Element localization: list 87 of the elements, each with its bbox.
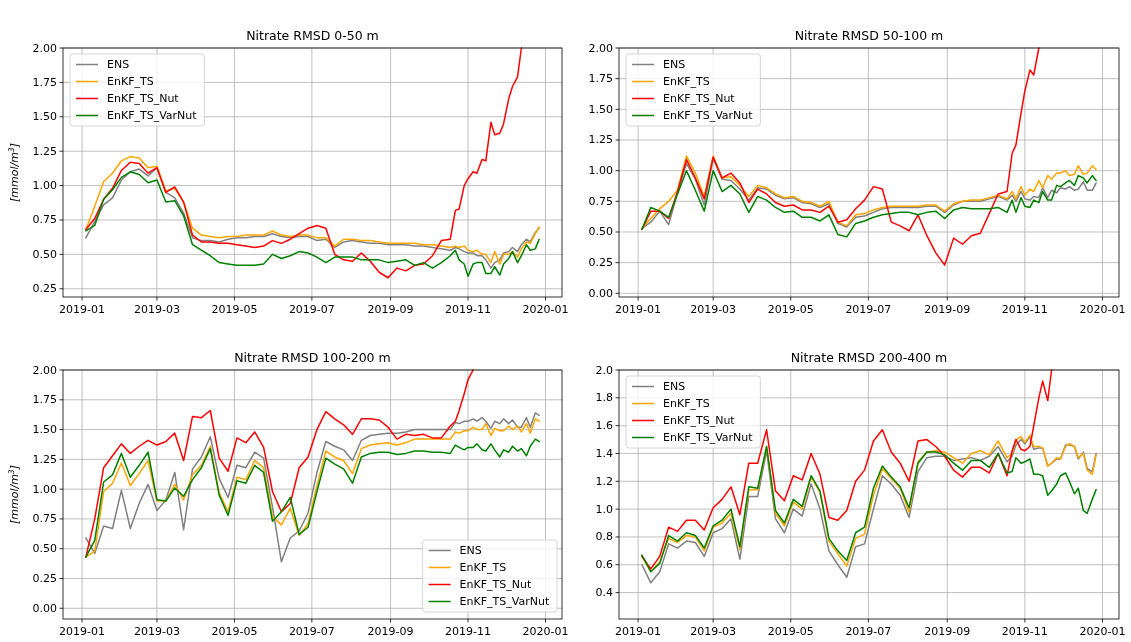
- legend-label: EnKF_TS_Nut: [107, 92, 180, 105]
- x-tick-label: 2019-01: [615, 624, 662, 638]
- x-tick-label: 2020-01: [1079, 302, 1126, 316]
- x-tick-label: 2019-01: [59, 624, 106, 638]
- y-tick-label: 0.75: [32, 512, 57, 526]
- legend-label: ENS: [663, 58, 686, 71]
- y-tick-label: 1.50: [588, 102, 613, 116]
- y-tick-label: 0.50: [32, 247, 57, 261]
- x-tick-label: 2019-11: [445, 302, 492, 316]
- x-tick-label: 2020-01: [1079, 624, 1126, 638]
- x-tick-label: 2020-01: [522, 624, 569, 638]
- legend-label: EnKF_TS_VarNut: [459, 595, 550, 608]
- x-tick-label: 2019-05: [211, 624, 258, 638]
- x-tick-label: 2020-01: [522, 302, 569, 316]
- legend-label: EnKF_TS_Nut: [663, 414, 736, 427]
- chart-title: Nitrate RMSD 0-50 m: [246, 28, 379, 43]
- y-tick-label: 1.00: [32, 482, 57, 496]
- y-tick-label: 0.25: [32, 571, 57, 585]
- x-tick-label: 2019-05: [767, 302, 814, 316]
- y-tick-label: 0.75: [32, 213, 57, 227]
- x-tick-label: 2019-09: [367, 624, 414, 638]
- x-tick-label: 2019-11: [1001, 302, 1048, 316]
- y-tick-label: 1.4: [595, 446, 613, 460]
- legend-label: EnKF_TS: [663, 397, 710, 410]
- x-tick-label: 2019-11: [1001, 624, 1048, 638]
- x-tick-label: 2019-07: [288, 302, 335, 316]
- line-series: [641, 47, 1040, 266]
- y-tick-label: 1.25: [588, 133, 613, 147]
- y-tick-label: 0.25: [32, 282, 57, 296]
- legend-label: ENS: [107, 58, 130, 71]
- x-tick-label: 2019-03: [133, 302, 180, 316]
- y-tick-label: 0.50: [588, 225, 613, 239]
- y-tick-label: 0.6: [595, 558, 613, 572]
- y-tick-label: 1.2: [595, 474, 613, 488]
- legend-label: EnKF_TS: [459, 561, 507, 574]
- y-tick-label: 0.4: [595, 586, 613, 600]
- legend-label: ENS: [663, 380, 686, 393]
- y-tick-label: 0.00: [588, 286, 613, 300]
- x-tick-label: 2019-11: [445, 624, 492, 638]
- x-tick-label: 2019-09: [924, 624, 971, 638]
- x-tick-label: 2019-01: [59, 302, 106, 316]
- y-tick-label: 1.50: [32, 423, 57, 437]
- y-tick-label: 0.8: [595, 530, 613, 544]
- y-tick-label: 1.00: [32, 179, 57, 193]
- line-series: [641, 169, 1097, 238]
- y-tick-label: 1.0: [595, 502, 613, 516]
- legend-label: EnKF_TS: [107, 75, 154, 88]
- legend-label: EnKF_TS_VarNut: [107, 109, 198, 122]
- legend-label: EnKF_TS_Nut: [663, 92, 736, 105]
- x-tick-label: 2019-07: [845, 302, 892, 316]
- y-tick-label: 1.75: [588, 72, 613, 86]
- y-tick-label: 1.25: [32, 144, 57, 158]
- y-tick-label: 1.25: [32, 452, 57, 466]
- y-tick-label: 1.75: [32, 393, 57, 407]
- x-tick-label: 2019-09: [924, 302, 971, 316]
- y-tick-label: 2.0: [595, 363, 613, 377]
- chart-title: Nitrate RMSD 50-100 m: [794, 28, 944, 43]
- y-tick-label: 0.50: [32, 542, 57, 556]
- x-tick-label: 2019-01: [615, 302, 662, 316]
- y-tick-label: 1.00: [588, 164, 613, 178]
- chart-title: Nitrate RMSD 100-200 m: [234, 350, 391, 365]
- x-tick-label: 2019-09: [367, 302, 414, 316]
- y-tick-label: 1.6: [595, 419, 613, 433]
- x-tick-label: 2019-07: [288, 624, 335, 638]
- y-tick-label: 1.50: [32, 110, 57, 124]
- chart-title: Nitrate RMSD 200-400 m: [790, 350, 948, 365]
- y-tick-label: 1.75: [32, 75, 57, 89]
- x-tick-label: 2019-03: [133, 624, 180, 638]
- legend-label: EnKF_TS_VarNut: [663, 109, 754, 122]
- legend-label: EnKF_TS_VarNut: [663, 431, 754, 444]
- y-tick-label: 2.00: [32, 363, 57, 377]
- x-tick-label: 2019-07: [845, 624, 892, 638]
- legend-label: EnKF_TS_Nut: [459, 578, 532, 591]
- x-tick-label: 2019-03: [690, 624, 737, 638]
- line-series: [85, 47, 523, 279]
- y-tick-label: 2.00: [32, 41, 57, 55]
- x-tick-label: 2019-03: [690, 302, 737, 316]
- y-tick-label: 0.75: [588, 194, 613, 208]
- line-series: [641, 369, 1053, 570]
- x-tick-label: 2019-05: [767, 624, 814, 638]
- y-tick-label: 2.00: [588, 41, 613, 55]
- legend-label: EnKF_TS: [663, 75, 710, 88]
- y-tick-label: 0.25: [588, 256, 613, 270]
- legend-label: ENS: [459, 544, 482, 557]
- x-tick-label: 2019-05: [211, 302, 258, 316]
- y-tick-label: 0.00: [32, 601, 57, 615]
- y-tick-label: 1.8: [595, 391, 613, 405]
